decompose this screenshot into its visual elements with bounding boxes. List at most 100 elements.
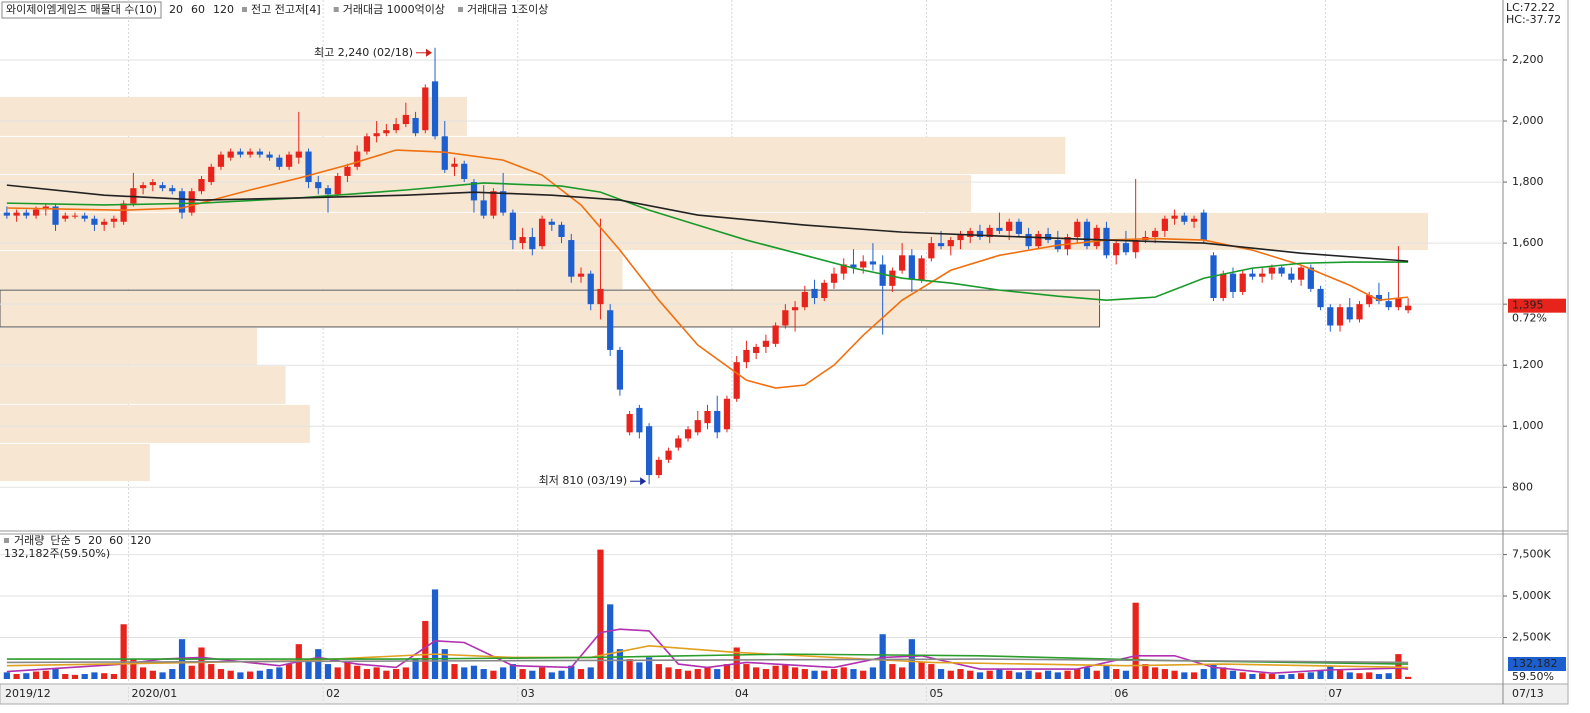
volume-bar [704,667,711,679]
candle-body [412,117,419,134]
candle-body [645,426,653,476]
volume-bar [1210,664,1217,679]
candle-body [1356,304,1363,320]
candle-body [23,212,30,216]
candle-body [470,182,478,201]
last-price-label: 1,395 [1512,299,1544,312]
candle-body [879,264,886,286]
legend-label: 20 [88,534,102,547]
volume-bar [937,669,945,679]
candle-body [1297,267,1305,280]
volume-bar [1074,669,1081,679]
volume-bar [23,673,30,679]
candle-body [188,191,195,213]
volume-bar [324,664,332,679]
candle-body [285,154,293,167]
candle-body [110,218,118,222]
volume-bar [81,674,88,679]
volume-bar [743,664,750,679]
volume-bar [1015,672,1023,679]
candle-body [889,270,896,286]
volume-bar [986,670,993,679]
candle-body [101,221,108,225]
candle-body [908,255,915,280]
volume-bar [1317,670,1324,679]
candle-body [1035,233,1042,247]
volume-bar [616,649,624,679]
candle-body [1346,307,1353,320]
volume-bar [947,670,954,679]
candle-body [1093,227,1100,247]
legend-label: 20 [169,3,183,16]
candle-body [918,258,925,280]
volume-bar [1307,672,1314,679]
annotation: 최고 2,240 (02/18) [314,46,413,59]
volume-bar [480,669,487,679]
candle-body [1239,273,1246,292]
candle-body [149,182,156,186]
volume-bar [519,669,526,679]
x-tick-label: 05 [929,687,943,700]
volume-bar [996,669,1003,679]
volume-average-line [6,658,1409,664]
candle-body [441,136,448,170]
volume-bar [1152,667,1159,679]
volume-bar [305,660,312,679]
volume-bar [918,662,925,679]
volume-bar [558,670,565,679]
candle-body [431,81,439,137]
volume-bar [1366,672,1373,679]
candle-body [1268,267,1276,274]
candle-body [1249,273,1256,277]
candle-body [1181,215,1188,222]
volume-bar [32,671,40,679]
volume-bar [276,667,283,679]
volume-bar [899,667,906,679]
volume-bar [801,669,808,679]
volume-bar [441,649,448,679]
volume-bar [237,672,244,679]
volume-bar [684,670,692,679]
candle-body [392,124,400,131]
candle-body [1152,230,1159,238]
candle-body [500,191,507,213]
candle-body [276,157,283,167]
volume-bar [247,671,254,679]
candle-body [821,282,828,299]
volume-bar [412,659,419,679]
candle-body [607,310,614,350]
candle-body [354,151,361,167]
candle-body [305,151,312,183]
annotation-arrowhead [640,477,647,486]
x-tick-label: 03 [521,687,535,700]
volume-bar [470,665,478,679]
volume-bar [830,669,838,679]
candle-body [665,450,672,460]
candle-body [762,340,770,347]
volume-bar [1093,670,1100,679]
volume-bar [3,672,10,679]
title-box [1,1,162,19]
volume-bar [1278,674,1285,679]
candle-body [1025,233,1032,247]
volume-bar [451,664,458,679]
volume-bar [821,670,828,679]
volume-profile-bar [0,443,150,482]
candle-body [597,288,604,305]
candle-body [860,261,867,268]
candle-body [451,163,458,167]
volume-ratio: 59.50% [1512,670,1554,683]
candle-body [694,420,701,433]
candle-body [830,273,838,283]
candle-body [1113,243,1120,256]
volume-bar [422,620,429,679]
volume-profile-bar [0,404,310,443]
legend-label: 전고 전고저[4] [251,3,321,16]
volume-bar [1161,669,1168,679]
legend-label: 거래대금 1000억이상 [343,3,445,16]
volume-bar [645,657,653,679]
volume-bar [130,659,137,679]
candle-body [568,240,575,277]
candle-body [1190,218,1198,222]
